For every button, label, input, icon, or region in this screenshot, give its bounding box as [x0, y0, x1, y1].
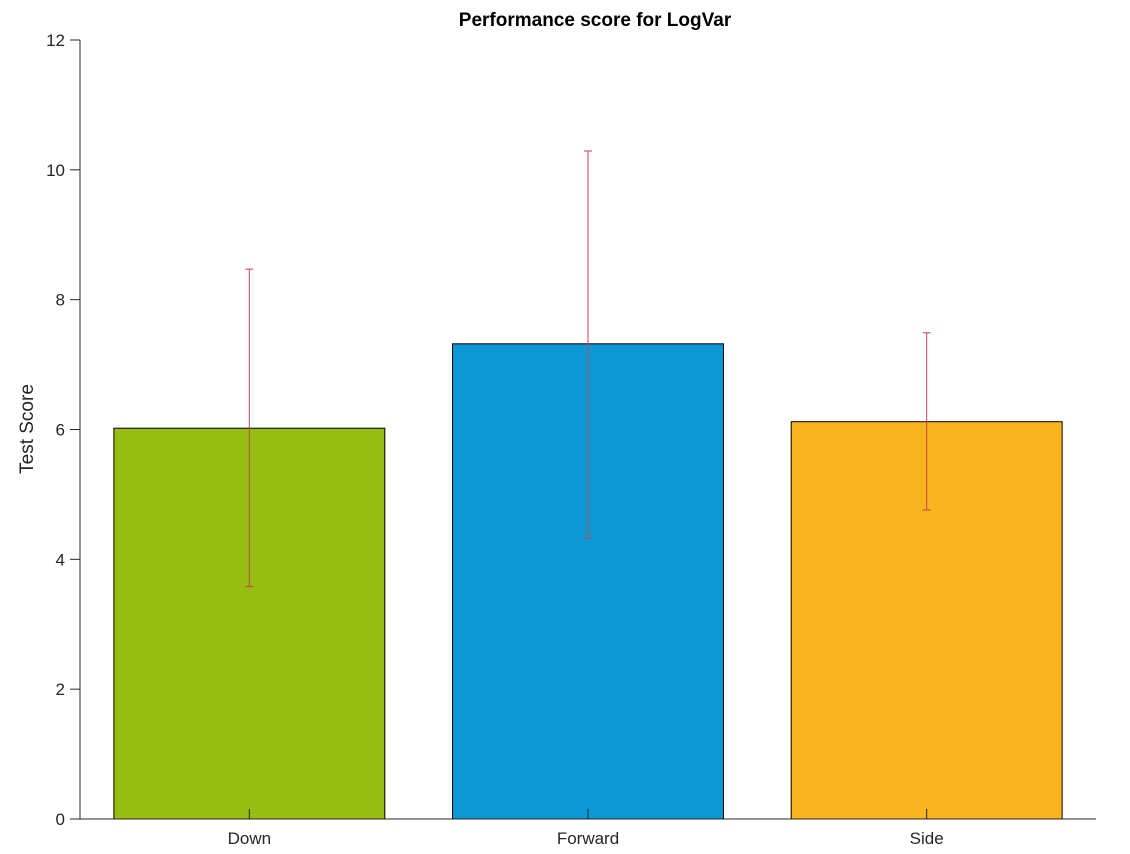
error-bar-side: [922, 332, 931, 511]
axes-layer: Down Forward Side 0 2 4 6 8 10 12: [46, 31, 1096, 848]
x-tick-label: Down: [228, 829, 271, 848]
x-tick-label: Forward: [557, 829, 619, 848]
y-tick-label: 4: [56, 550, 65, 569]
y-tick-label: 12: [46, 31, 65, 50]
chart-title: Performance score for LogVar: [459, 10, 732, 31]
y-tick-label: 8: [56, 291, 65, 310]
y-tick-label: 10: [46, 161, 65, 180]
error-bars-layer: [245, 150, 931, 588]
y-axis-label: Test Score: [17, 384, 38, 474]
x-tick-label: Side: [910, 829, 944, 848]
y-tick-label: 0: [56, 810, 65, 829]
error-bar-down: [245, 268, 254, 588]
error-bar-forward: [584, 150, 592, 539]
y-tick-label: 6: [56, 421, 65, 440]
y-tick-label: 2: [56, 680, 65, 699]
